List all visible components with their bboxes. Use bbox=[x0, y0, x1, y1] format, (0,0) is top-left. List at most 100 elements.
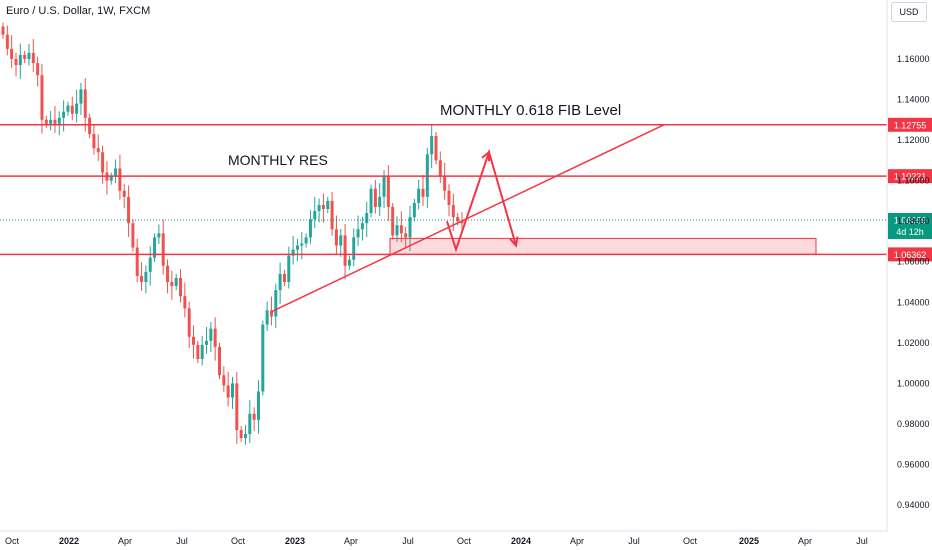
price-tick-label: 1.12000 bbox=[897, 135, 930, 145]
time-tick-label: Jul bbox=[856, 536, 868, 546]
candle-body bbox=[57, 117, 61, 124]
candle-body bbox=[265, 310, 269, 325]
time-tick-label: Apr bbox=[344, 536, 358, 546]
candle-body bbox=[408, 217, 412, 238]
level-price-badge bbox=[888, 247, 932, 262]
price-tick-label: 0.96000 bbox=[897, 459, 930, 469]
candle-body bbox=[339, 235, 343, 246]
candle-body bbox=[369, 188, 373, 214]
price-tick-label: 1.00000 bbox=[897, 378, 930, 388]
candle-body bbox=[356, 229, 360, 238]
time-tick-label: 2025 bbox=[739, 536, 759, 546]
time-tick-label: Apr bbox=[118, 536, 132, 546]
candle-body bbox=[218, 346, 221, 376]
candle-body bbox=[88, 117, 92, 135]
time-tick-label: Apr bbox=[570, 536, 584, 546]
trendline bbox=[271, 124, 665, 313]
level-price-badge bbox=[888, 117, 932, 132]
current-price-badge bbox=[888, 212, 932, 239]
candle-body bbox=[248, 413, 252, 435]
candle-body bbox=[404, 233, 408, 238]
candle-body bbox=[378, 196, 382, 207]
time-tick-label: 2024 bbox=[511, 536, 531, 546]
time-tick-label: 2023 bbox=[285, 536, 305, 546]
candle-body bbox=[235, 383, 239, 430]
level-price-label: 1.10221 bbox=[894, 172, 927, 182]
candle-body bbox=[79, 89, 83, 104]
time-tick-label: 2022 bbox=[59, 536, 79, 546]
candle-body bbox=[192, 336, 196, 345]
candle-body bbox=[161, 233, 165, 266]
time-tick-label: Jul bbox=[176, 536, 188, 546]
monthly-res-label: MONTHLY RES bbox=[228, 152, 328, 168]
candle-body bbox=[205, 340, 209, 345]
candle-body bbox=[40, 75, 44, 120]
candle-body bbox=[36, 63, 40, 76]
candle-body bbox=[183, 296, 187, 309]
candle-body bbox=[308, 219, 312, 238]
level-price-label: 1.12755 bbox=[894, 120, 927, 130]
candle-body bbox=[256, 391, 260, 420]
candle-body bbox=[153, 237, 157, 258]
candle-body bbox=[122, 190, 126, 197]
candle-body bbox=[261, 324, 265, 392]
candle-body bbox=[291, 249, 295, 256]
candle-body bbox=[300, 243, 304, 246]
candle-body bbox=[209, 328, 213, 341]
candle-body bbox=[460, 221, 464, 224]
candle-body bbox=[101, 152, 105, 173]
price-tick-label: 1.06000 bbox=[897, 257, 930, 267]
price-tick-label: 0.94000 bbox=[897, 500, 930, 510]
candle-body bbox=[179, 277, 183, 297]
candle-body bbox=[27, 52, 31, 59]
time-tick-label: Apr bbox=[798, 536, 812, 546]
projection-path bbox=[446, 148, 517, 253]
price-tick-label: 0.98000 bbox=[897, 419, 930, 429]
candle-body bbox=[430, 136, 434, 155]
candle-body bbox=[304, 237, 308, 244]
candle-body bbox=[148, 257, 152, 272]
candle-body bbox=[66, 105, 70, 112]
candle-body bbox=[196, 344, 200, 360]
candle-body bbox=[373, 188, 377, 207]
candle-body bbox=[326, 200, 330, 210]
candle-body bbox=[451, 204, 455, 218]
price-tick-label: 1.04000 bbox=[897, 297, 930, 307]
candle-body bbox=[330, 200, 334, 230]
candle-body bbox=[135, 247, 139, 276]
candle-body bbox=[75, 103, 79, 114]
arrow-head bbox=[509, 236, 519, 248]
candle-body bbox=[53, 119, 57, 124]
candle-body bbox=[421, 188, 425, 197]
candle-body bbox=[278, 273, 282, 291]
candle-body bbox=[18, 54, 22, 66]
drawings: 1.12755 1.10221 1.06362 1.08059 4d 12h MONTHL… bbox=[0, 102, 932, 313]
countdown-label: 4d 12h bbox=[896, 227, 924, 237]
candle-body bbox=[287, 255, 291, 282]
candle-body bbox=[127, 196, 131, 224]
price-tick-label: 1.16000 bbox=[897, 54, 930, 64]
candle-body bbox=[382, 176, 386, 197]
candle-body bbox=[222, 375, 226, 386]
candle-body bbox=[187, 308, 191, 337]
candle-body bbox=[321, 204, 325, 210]
candle-body bbox=[1, 26, 5, 35]
candle-body bbox=[92, 134, 96, 149]
candle-body bbox=[239, 429, 243, 439]
candle-body bbox=[313, 211, 317, 220]
candle-body bbox=[166, 265, 170, 282]
candle-body bbox=[96, 148, 100, 153]
candle-body bbox=[157, 233, 161, 238]
candle-body bbox=[269, 310, 273, 317]
candle-body bbox=[213, 328, 217, 347]
candle-body bbox=[23, 54, 27, 59]
currency-button[interactable]: USD bbox=[891, 2, 927, 22]
candle-body bbox=[5, 34, 9, 49]
candle-body bbox=[447, 190, 451, 205]
fib-level-label: MONTHLY 0.618 FIB Level bbox=[440, 102, 621, 119]
candles bbox=[1, 22, 464, 445]
price-tick-label: 1.14000 bbox=[897, 95, 930, 105]
candle-body bbox=[438, 160, 442, 177]
price-tick-label: 1.08000 bbox=[897, 216, 930, 226]
